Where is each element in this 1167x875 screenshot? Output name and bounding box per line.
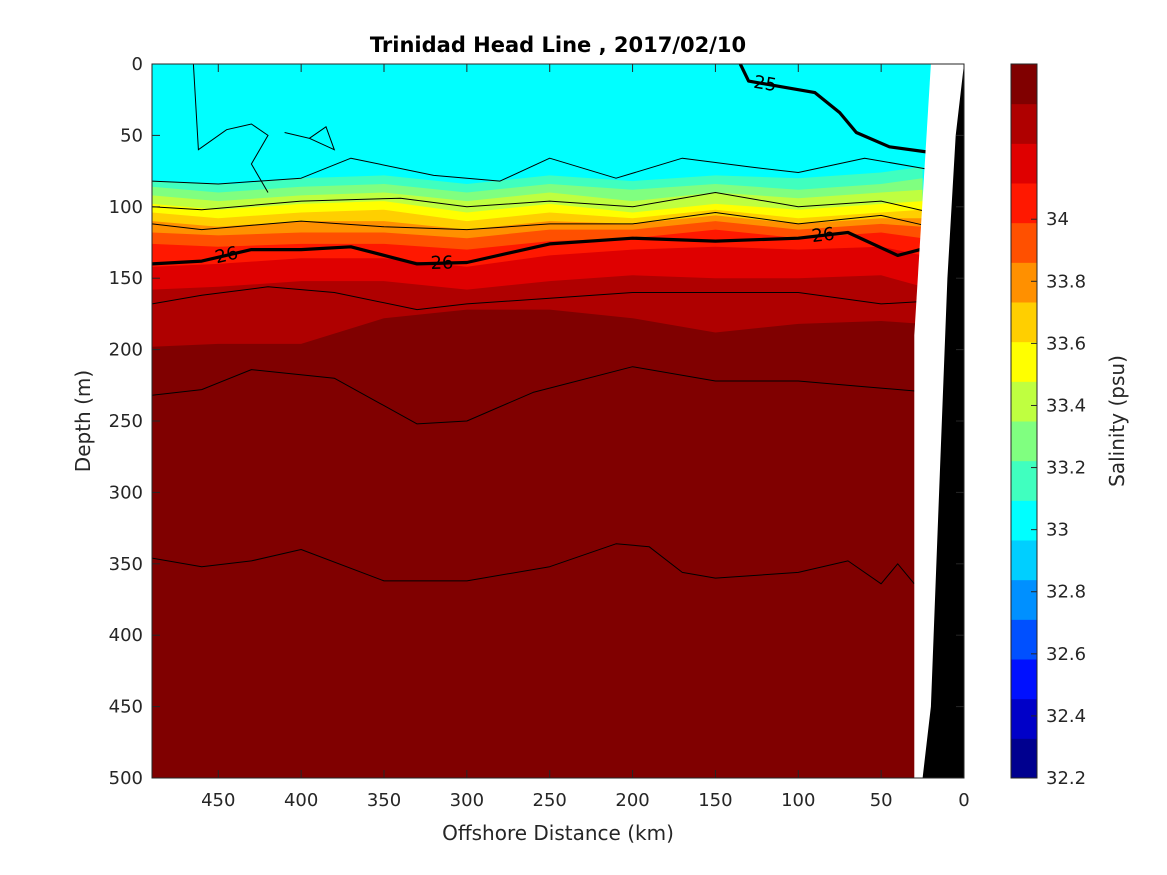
contour-25-6 (152, 192, 932, 213)
x-tick-label: 100 (781, 790, 815, 811)
x-tick-label: 350 (367, 790, 401, 811)
colorbar-tick-label: 33.6 (1046, 333, 1086, 354)
x-axis-label: Offshore Distance (km) (442, 821, 674, 845)
y-tick-label: 0 (132, 54, 143, 75)
colorbar-tick-label: 33.4 (1046, 395, 1086, 416)
y-tick-label: 500 (109, 768, 143, 789)
colorbar-segment (1011, 381, 1037, 422)
y-tick-label: 300 (109, 482, 143, 503)
contour-label-25-0: 25 (752, 72, 778, 97)
contour-26-6 (152, 543, 915, 585)
colorbar-segment (1011, 460, 1037, 501)
contour-25-5 (152, 157, 931, 185)
colorbar-segment (1011, 103, 1037, 144)
colorbar-label: Salinity (psu) (1105, 355, 1129, 487)
plot-area (152, 64, 964, 778)
colorbar-segment (1011, 341, 1037, 382)
y-tick-label: 100 (109, 197, 143, 218)
contour-label-26-2: 26 (811, 224, 836, 247)
contour-label-26-1: 26 (430, 252, 453, 274)
local-contour-1 (284, 126, 336, 151)
seafloor-shape (922, 64, 964, 778)
x-tick-label: 50 (870, 790, 893, 811)
contour-label-26-0: 26 (213, 243, 240, 269)
salinity-layer-13 (152, 692, 923, 778)
x-tick-label: 300 (450, 790, 484, 811)
y-tick-label: 350 (109, 554, 143, 575)
colorbar (1010, 63, 1038, 779)
contour-26-4 (152, 366, 931, 425)
chart-title: Trinidad Head Line , 2017/02/10 (370, 33, 746, 57)
y-tick-label: 400 (109, 625, 143, 646)
x-tick-label: 450 (201, 790, 235, 811)
contour-25 (738, 64, 932, 155)
colorbar-tick-label: 33 (1046, 520, 1069, 541)
colorbar-segment (1011, 540, 1037, 581)
colorbar-tick-label: 32.6 (1046, 644, 1086, 665)
contour-25-8 (152, 212, 932, 231)
y-tick-label: 50 (120, 125, 143, 146)
colorbar-segment (1011, 579, 1037, 620)
contour-labels: 25 26 26 26 (213, 72, 836, 274)
x-tick-label: 200 (615, 790, 649, 811)
colorbar-segment (1011, 64, 1037, 105)
y-axis-ticks: 0 50 100 150 200 250 300 350 400 450 500 (109, 54, 964, 789)
colorbar-tick-label: 33.8 (1046, 271, 1086, 292)
colorbar-segment (1011, 619, 1037, 660)
y-tick-label: 150 (109, 268, 143, 289)
density-contour-lines (152, 64, 932, 585)
local-contour-0 (192, 64, 269, 193)
contour-26 (152, 230, 932, 266)
colorbar-tick-label: 34 (1046, 209, 1069, 230)
colorbar-tick-label: 32.2 (1046, 768, 1086, 789)
salinity-layer-12 (152, 392, 923, 778)
colorbar-tick-label: 32.4 (1046, 706, 1086, 727)
y-tick-label: 200 (109, 340, 143, 361)
colorbar-tick-label: 33.2 (1046, 458, 1086, 479)
colorbar-ticks: 32.2 32.4 32.6 32.8 33 33.2 33.4 33.6 33.8 34 (1031, 209, 1086, 789)
colorbar-segment (1011, 500, 1037, 541)
colorbar-segment (1011, 183, 1037, 224)
x-tick-label: 0 (958, 790, 969, 811)
colorbar-segment (1011, 143, 1037, 184)
x-tick-label: 400 (284, 790, 318, 811)
colorbar-segment (1011, 262, 1037, 303)
colorbar-segment (1011, 302, 1037, 343)
salinity-fill-layers (152, 64, 964, 778)
seafloor-masks (914, 64, 964, 778)
colorbar-segment (1011, 222, 1037, 263)
colorbar-tick-label: 32.8 (1046, 582, 1086, 603)
colorbar-frame (1010, 63, 1038, 779)
colorbar-segment (1011, 659, 1037, 700)
y-tick-label: 250 (109, 411, 143, 432)
contour-26-2 (152, 286, 931, 311)
y-tick-label: 450 (109, 697, 143, 718)
x-tick-label: 250 (533, 790, 567, 811)
colorbar-segment (1011, 698, 1037, 739)
y-axis-label: Depth (m) (71, 370, 95, 472)
colorbar-segment (1011, 421, 1037, 462)
x-tick-label: 150 (698, 790, 732, 811)
colorbar-segment (1011, 738, 1037, 779)
x-axis-ticks: 450 400 350 300 250 200 150 100 50 0 (201, 64, 970, 811)
